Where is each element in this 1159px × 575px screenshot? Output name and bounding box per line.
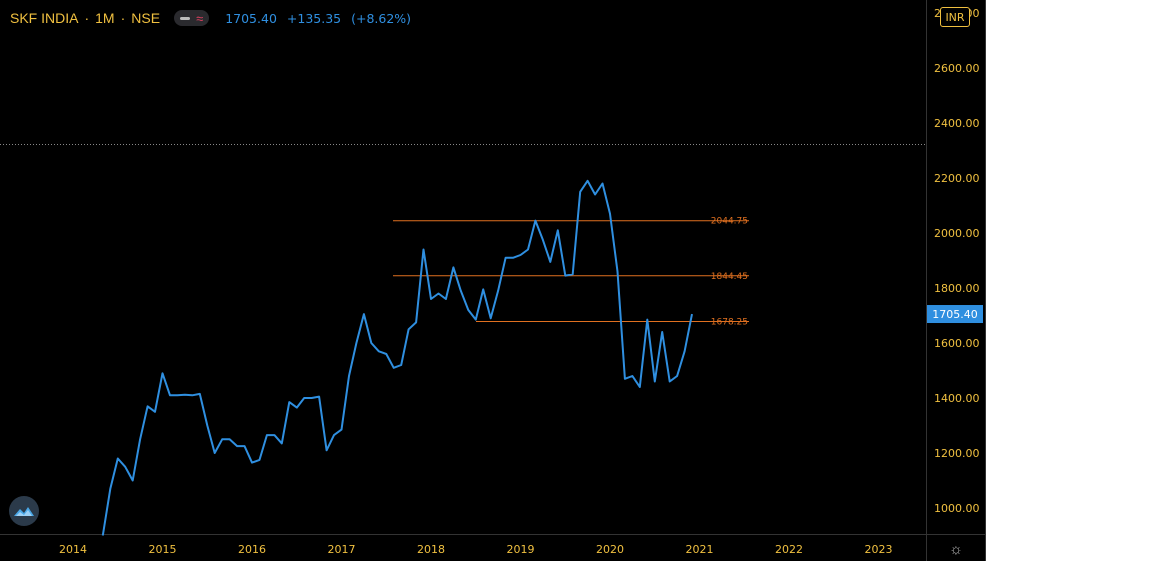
- approx-icon[interactable]: ≈: [196, 10, 204, 26]
- price-change-percent: (+8.62%): [351, 10, 412, 26]
- x-tick-label: 2014: [59, 543, 87, 556]
- chart-panel[interactable]: 1000.00 1200.00 1400.00 1600.00 1800.00 2000.…: [0, 0, 986, 561]
- symbol-legend[interactable]: SKF INDIA · 1M · NSE ≈ 1705.40 +135.35 (…: [10, 9, 417, 27]
- x-tick-label: 2021: [686, 543, 714, 556]
- y-tick-label: 2000.00: [934, 227, 980, 240]
- x-tick-label: 2023: [865, 543, 893, 556]
- y-tick-label: 1600.00: [934, 337, 980, 350]
- currency-badge[interactable]: INR: [940, 7, 970, 27]
- last-price-badge: [927, 305, 983, 324]
- price-series-line: [101, 179, 693, 536]
- legend-separator: ·: [84, 10, 90, 26]
- x-tick-label: 2022: [775, 543, 803, 556]
- y-tick-label: 2600.00: [934, 62, 980, 75]
- visibility-icon[interactable]: [180, 16, 191, 20]
- level-label: 2044.75: [711, 217, 748, 227]
- interval-label[interactable]: 1M: [95, 10, 115, 26]
- price-change: +135.35: [286, 10, 342, 26]
- symbol-name[interactable]: SKF INDIA: [10, 10, 79, 26]
- level-label: 1678.25: [711, 317, 748, 327]
- x-tick-label: 2019: [507, 543, 535, 556]
- y-tick-label: 2400.00: [934, 117, 980, 130]
- legend-separator: ·: [120, 10, 126, 26]
- y-tick-label: 1000.00: [934, 502, 980, 515]
- y-tick-label: 1800.00: [934, 282, 980, 295]
- level-label: 1844.45: [711, 272, 748, 282]
- last-price-badge-label: 1705.40: [932, 308, 978, 321]
- x-tick-label: 2015: [149, 543, 177, 556]
- price-chart[interactable]: 1000.00 1200.00 1400.00 1600.00 1800.00 2000.…: [0, 0, 986, 561]
- tradingview-logo-icon[interactable]: [9, 496, 39, 526]
- x-tick-label: 2020: [596, 543, 624, 556]
- y-tick-label: 1400.00: [934, 392, 980, 405]
- exchange-label: NSE: [131, 10, 161, 26]
- y-tick-label: 1200.00: [934, 447, 980, 460]
- legend-controls[interactable]: ≈: [174, 10, 210, 26]
- x-tick-label: 2018: [417, 543, 445, 556]
- x-tick-label: 2016: [238, 543, 266, 556]
- quote-values: 1705.40 +135.35 (+8.62%): [225, 11, 417, 26]
- settings-gear-icon[interactable]: ☼: [949, 541, 963, 558]
- y-tick-label: 2200.00: [934, 172, 980, 185]
- x-tick-label: 2017: [328, 543, 356, 556]
- last-price: 1705.40: [225, 10, 277, 26]
